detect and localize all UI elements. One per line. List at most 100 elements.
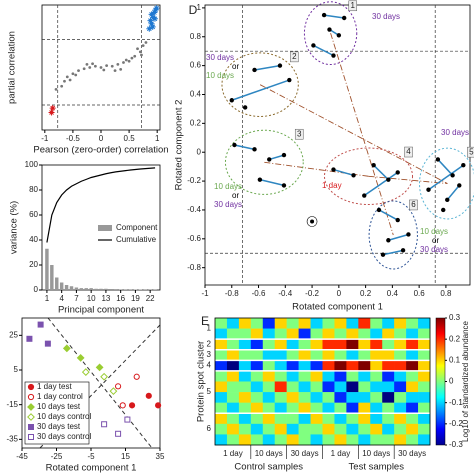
colorbar-tick-label: 0.2 — [449, 334, 461, 343]
heatmap-cell — [238, 381, 252, 393]
legend-label: 10 days control — [37, 412, 91, 421]
legend-marker — [27, 403, 35, 411]
heatmap-cell — [334, 434, 347, 446]
point — [441, 207, 446, 213]
heatmap-cell — [238, 370, 252, 382]
heatmap-cell — [274, 370, 287, 382]
point — [148, 11, 155, 18]
point — [124, 58, 128, 62]
heatmap-cell — [334, 381, 347, 393]
y-tick-label: 0.8 — [190, 32, 202, 41]
point — [128, 402, 136, 409]
x-axis-label: Principal component — [58, 305, 144, 316]
heatmap-cell — [226, 328, 240, 340]
point — [140, 53, 143, 57]
heatmap-cell — [226, 434, 240, 446]
heatmap-cell — [334, 328, 347, 340]
x-tick-label: 0.2 — [360, 289, 372, 298]
heatmap-cell — [358, 423, 371, 435]
legend-marker — [27, 393, 35, 401]
heatmap-cell — [406, 434, 419, 446]
heatmap-cell — [250, 381, 264, 393]
annotation: 10 days — [214, 182, 242, 191]
heatmap-cell — [370, 402, 383, 414]
point — [122, 61, 125, 64]
heatmap-cell — [394, 402, 407, 414]
heatmap-cell — [262, 318, 276, 329]
annotation: 1 day — [322, 181, 342, 190]
legend-marker — [27, 413, 35, 421]
y-axis-label: Protein spot cluster — [196, 341, 207, 422]
heatmap-cell — [346, 349, 359, 361]
cluster-edge — [259, 178, 285, 187]
point — [76, 353, 85, 362]
heatmap-cell — [322, 392, 335, 403]
point — [376, 207, 382, 213]
point — [147, 17, 154, 24]
point — [99, 66, 103, 69]
heatmap-cell — [215, 370, 228, 382]
heatmap-cell — [274, 349, 287, 361]
heatmap-cell — [286, 318, 299, 329]
x-tick-label: 0 — [337, 289, 342, 298]
heatmap-cell — [358, 360, 371, 372]
panel-label: E — [201, 314, 209, 328]
point — [102, 68, 106, 72]
heatmap-cell — [226, 360, 240, 372]
heatmap-cell — [406, 318, 419, 329]
point — [406, 232, 411, 237]
heatmap-cell — [215, 349, 228, 361]
colorbar — [435, 317, 446, 446]
legend-label: 30 days test — [37, 422, 81, 431]
heatmap-cell — [274, 360, 287, 372]
heatmap-cell — [358, 434, 371, 446]
heatmap-cell — [215, 392, 228, 403]
heatmap-cell — [262, 349, 276, 361]
legend-swatch — [98, 225, 112, 231]
heatmap-cell — [394, 392, 407, 403]
y-axis-label: Rotated component 2 — [174, 100, 185, 191]
bar — [109, 289, 113, 290]
point — [54, 87, 58, 91]
heatmap-cell — [298, 370, 311, 382]
heatmap-cell — [370, 328, 383, 340]
heatmap-cell — [226, 349, 240, 361]
y-tick-label: 0 — [34, 285, 39, 294]
bar — [69, 286, 74, 290]
cluster-link — [330, 33, 394, 236]
annotation: 10 days — [420, 227, 448, 236]
heatmap-cell — [226, 392, 240, 403]
cluster-label: 6 — [207, 424, 212, 433]
heatmap-cell — [250, 318, 264, 329]
point — [242, 105, 248, 110]
y-tick-label: -0.2 — [187, 176, 201, 185]
point — [26, 335, 33, 342]
cluster-edge — [446, 184, 460, 201]
heatmap-cell — [382, 434, 395, 446]
heatmap-cell — [310, 339, 323, 351]
heatmap-cell — [406, 423, 419, 435]
heatmap-cell — [238, 413, 252, 425]
point — [395, 217, 400, 223]
legend-marker — [28, 424, 34, 430]
point — [100, 372, 109, 381]
heatmap-cell — [262, 434, 276, 446]
heatmap-cell — [418, 423, 431, 435]
legend-marker — [28, 434, 34, 440]
heatmap-cell — [394, 339, 407, 351]
x-tick-label: 30 days — [291, 449, 319, 458]
x-tick-label: 0.6 — [414, 289, 426, 298]
heatmap-cell — [346, 318, 359, 329]
x-tick-label: -0.5 — [66, 134, 80, 143]
heatmap-cell — [382, 413, 395, 425]
cluster-label-box — [294, 128, 304, 140]
point — [93, 64, 97, 68]
heatmap-cell — [334, 339, 347, 351]
heatmap-cell — [298, 434, 311, 446]
heatmap-cell — [310, 413, 323, 425]
heatmap-cell — [226, 370, 240, 382]
heatmap-cell — [286, 328, 299, 340]
heatmap-cell — [298, 402, 311, 414]
point — [281, 183, 287, 188]
